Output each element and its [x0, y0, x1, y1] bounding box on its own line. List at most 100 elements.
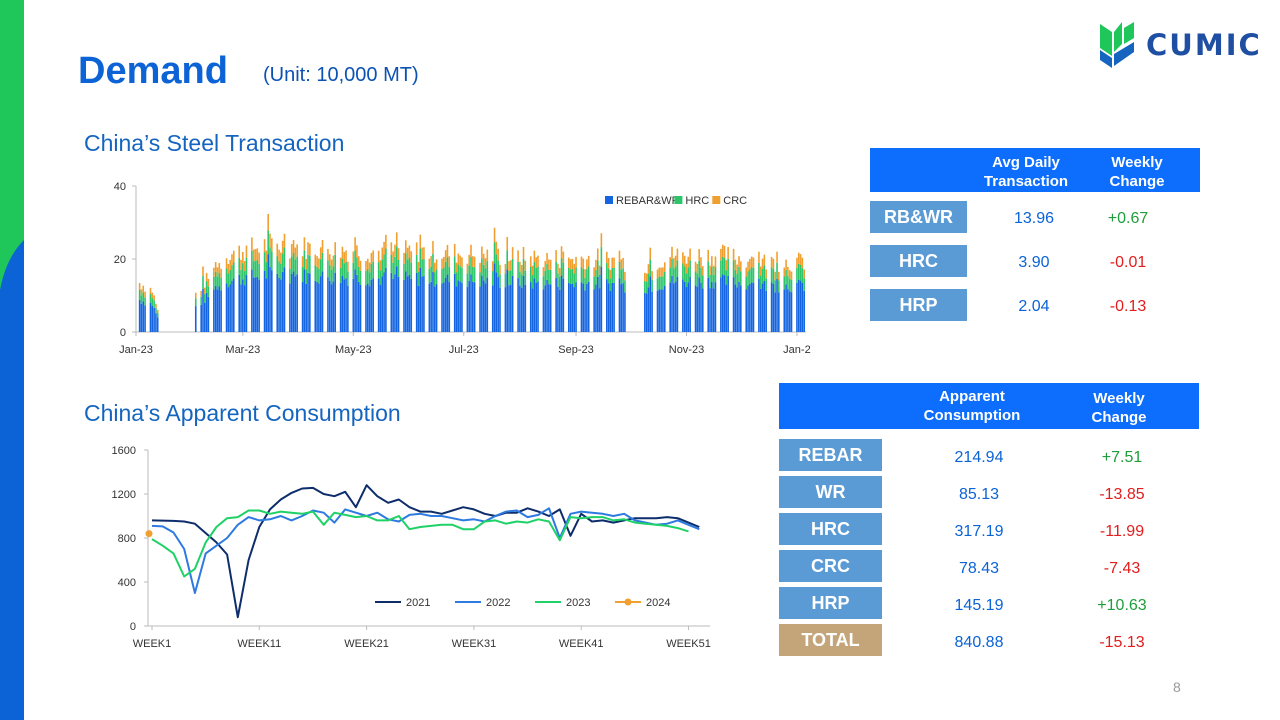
bar-crc: [511, 247, 514, 259]
bar-crc: [517, 250, 519, 262]
bar-rebar-wr: [613, 282, 615, 332]
bar-crc: [466, 263, 469, 274]
bar-hrc: [430, 266, 432, 282]
bar-hrc: [788, 278, 791, 292]
bar-rebar-wr: [149, 302, 152, 332]
bar-hrc: [218, 272, 221, 287]
bar-rebar-wr: [271, 270, 273, 332]
bar-hrc: [379, 270, 382, 285]
bar-hrc: [511, 258, 514, 276]
bar-crc: [696, 263, 699, 274]
bar-rebar-wr: [153, 307, 155, 332]
bar-crc: [448, 256, 451, 267]
bar-rebar-wr: [687, 282, 690, 332]
bar-crc: [567, 257, 570, 268]
bar-crc: [140, 289, 143, 296]
bar-rebar-wr: [405, 271, 407, 332]
bar-crc: [645, 273, 648, 282]
bar-crc: [709, 265, 711, 275]
bar-hrc: [613, 267, 615, 283]
bar-crc: [290, 244, 293, 257]
row-weekly-change: -7.43: [1103, 560, 1141, 577]
bar-rebar-wr: [319, 276, 322, 332]
bar-crc: [316, 256, 318, 267]
bar-rebar-wr: [620, 284, 623, 332]
bar-hrc: [658, 276, 661, 290]
bar-crc: [459, 255, 461, 267]
bar-hrc: [524, 270, 527, 286]
bar-hrc: [714, 267, 717, 283]
line-2023: [151, 509, 689, 578]
bar-hrc: [520, 274, 523, 288]
bar-crc: [734, 259, 737, 270]
bar-crc: [740, 261, 742, 272]
bar-crc: [624, 271, 626, 281]
bar-hrc: [276, 256, 279, 274]
bar-rebar-wr: [377, 278, 380, 332]
bar-crc: [142, 285, 145, 293]
bar-hrc: [403, 263, 405, 280]
bar-rebar-wr: [549, 284, 552, 332]
bar-rebar-wr: [596, 276, 599, 332]
bar-rebar-wr: [243, 285, 246, 332]
bar-hrc: [309, 255, 311, 274]
bar-rebar-wr: [598, 288, 601, 332]
bar-hrc: [281, 253, 284, 272]
bar-rebar-wr: [745, 289, 748, 332]
bar-crc: [738, 256, 740, 267]
bar-crc: [377, 250, 380, 263]
bar-crc: [428, 258, 431, 269]
bar-rebar-wr: [517, 278, 519, 332]
bar-hrc: [497, 260, 499, 278]
bar-crc: [213, 267, 215, 277]
bar-rebar-wr: [372, 278, 375, 332]
bar-hrc: [606, 263, 608, 280]
bar-crc: [707, 249, 710, 262]
bar-crc: [383, 241, 385, 255]
bar-rebar-wr: [683, 281, 686, 332]
bar-crc: [787, 266, 789, 277]
bar-rebar-wr: [461, 282, 463, 332]
bar-rebar-wr: [645, 293, 648, 332]
bar-rebar-wr: [674, 281, 677, 332]
bar-crc: [535, 257, 537, 268]
bar-hrc: [481, 258, 483, 276]
bar-rebar-wr: [468, 281, 470, 332]
bar-rebar-wr: [455, 286, 458, 332]
legend-label-2022: 2022: [486, 597, 510, 609]
bar-hrc: [727, 258, 729, 276]
bar-crc: [334, 242, 336, 255]
row-weekly-change: +10.63: [1097, 597, 1147, 614]
bar-hrc: [600, 247, 603, 267]
bar-hrc: [759, 275, 762, 289]
bar-rebar-wr: [432, 271, 434, 332]
bar-hrc: [303, 250, 306, 270]
bar-crc: [778, 271, 780, 281]
bar-rebar-wr: [406, 276, 409, 332]
bar-crc: [216, 267, 219, 277]
bar-crc: [271, 238, 273, 252]
row-label-rbwr: RB&WR: [870, 201, 967, 233]
bar-crc: [499, 264, 501, 275]
bar-rebar-wr: [689, 276, 691, 332]
bar-crc: [524, 260, 527, 271]
bar-rebar-wr: [562, 278, 565, 332]
bar-hrc: [558, 277, 561, 290]
bar-rebar-wr: [251, 269, 253, 332]
row-value: 317.19: [954, 523, 1004, 540]
bar-hrc: [240, 269, 242, 285]
bar-rebar-wr: [796, 282, 798, 332]
bar-hrc: [283, 247, 286, 268]
bar-crc: [318, 258, 320, 269]
y-tick-label: 0: [130, 621, 136, 633]
bar-rebar-wr: [482, 280, 485, 332]
bar-crc: [519, 261, 521, 272]
bar-hrc: [292, 252, 295, 272]
bar-crc: [486, 249, 489, 262]
bar-hrc: [611, 268, 614, 283]
bar-crc: [520, 265, 523, 275]
row-value: 840.88: [954, 634, 1004, 651]
bar-hrc: [747, 271, 749, 286]
bar-crc: [613, 257, 615, 268]
bar-hrc: [433, 272, 436, 287]
